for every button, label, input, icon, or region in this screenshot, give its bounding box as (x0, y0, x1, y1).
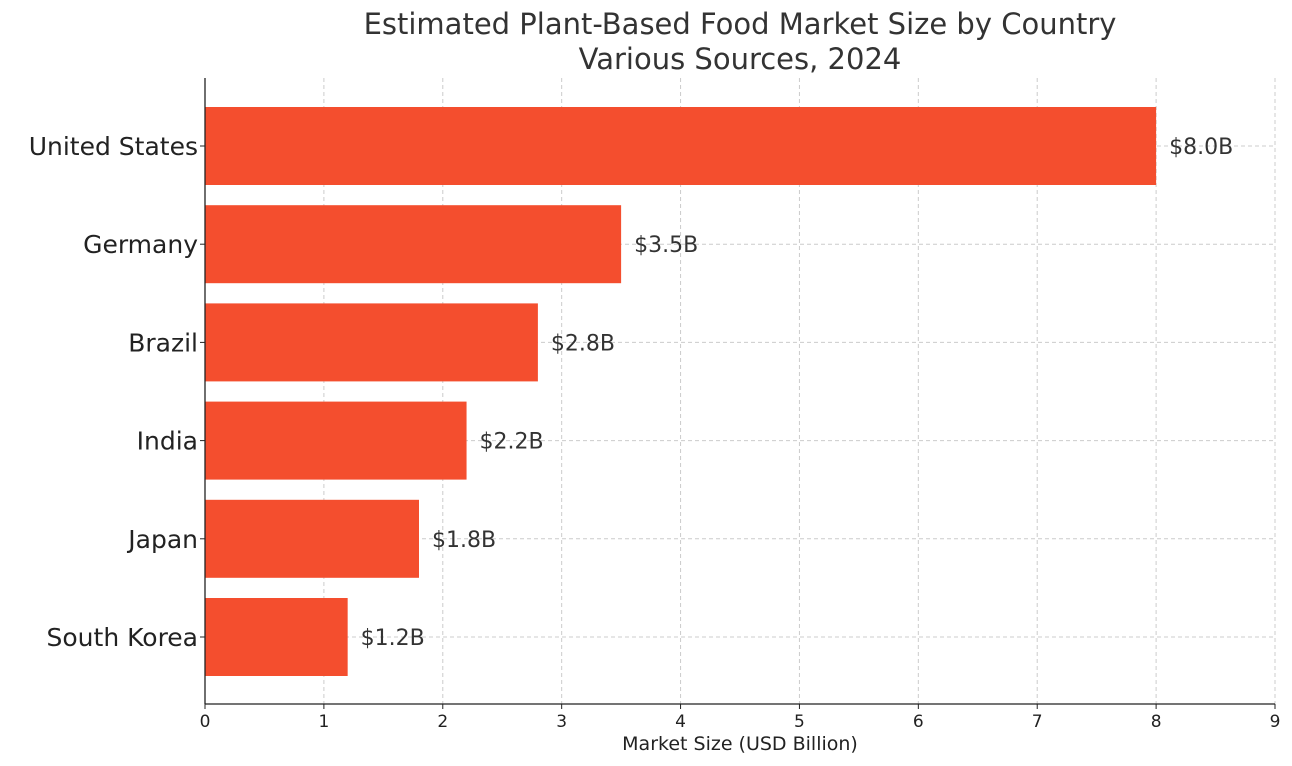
category-label: Japan (126, 525, 198, 554)
x-tick-label: 6 (913, 712, 924, 732)
bar-south-korea (205, 598, 348, 676)
category-label: Germany (83, 230, 198, 259)
bar-value-label: $2.2B (480, 430, 544, 455)
chart-subtitle: Various Sources, 2024 (579, 42, 902, 76)
category-label: South Korea (47, 623, 198, 652)
bar-brazil (205, 303, 538, 382)
x-tick-label: 3 (556, 712, 567, 732)
bar-india (205, 401, 467, 480)
category-label: United States (29, 132, 198, 161)
category-label: India (137, 427, 198, 456)
bar-germany (205, 205, 622, 284)
bar-united-states (205, 107, 1157, 185)
x-tick-label: 5 (794, 712, 805, 732)
bar-value-label: $3.5B (634, 233, 698, 258)
bar-japan (205, 499, 419, 578)
bar-value-label: $1.8B (432, 528, 496, 553)
x-tick-label: 8 (1151, 712, 1162, 732)
x-tick-label: 1 (318, 712, 329, 732)
chart-title: Estimated Plant-Based Food Market Size b… (364, 7, 1117, 41)
x-tick-label: 2 (437, 712, 448, 732)
x-axis-label: Market Size (USD Billion) (622, 733, 858, 755)
bars-layer: $8.0B $3.5B $2.8B $2.2B $1.8B $1.2B (205, 107, 1233, 676)
x-tick-label: 0 (200, 712, 211, 732)
x-tick-label: 7 (1032, 712, 1043, 732)
x-tick-label: 4 (675, 712, 686, 732)
axes-layer: United States Germany Brazil India Japan Sout… (29, 78, 1281, 732)
bar-value-label: $8.0B (1169, 135, 1233, 160)
x-tick-label: 9 (1270, 712, 1281, 732)
bar-value-label: $2.8B (551, 331, 615, 356)
bar-value-label: $1.2B (361, 626, 425, 651)
category-label: Brazil (128, 328, 198, 357)
